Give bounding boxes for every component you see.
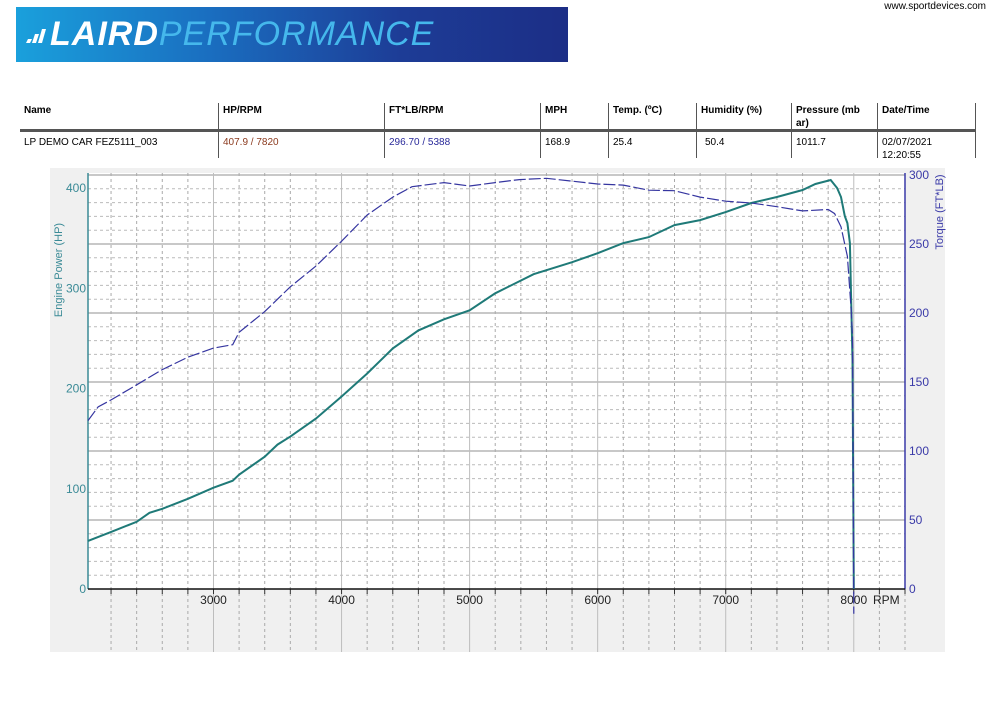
column-header: Temp. (ºC) [608, 103, 696, 129]
x-tick-label: 5000 [456, 593, 483, 607]
table-cell: LP DEMO CAR FEZ5111_003 [24, 137, 158, 148]
table-header-row: Name HP/RPM FT*LB/RPM MPH Temp. (ºC) Humidity… [20, 103, 976, 132]
column-header: MPH [540, 103, 608, 129]
column-header: Date/Time [877, 103, 976, 129]
y-right-tick-label: 300 [909, 168, 929, 182]
x-tick-label: 3000 [200, 593, 227, 607]
y-left-axis-label: Engine Power (HP) [53, 223, 65, 317]
signal-bars-icon [26, 29, 46, 43]
y-right-tick-label: 0 [909, 582, 916, 596]
table-cell: 02/07/2021 12:20:55 [877, 132, 976, 161]
y-left-tick-label: 300 [66, 281, 86, 295]
column-header: Name [24, 105, 52, 116]
y-left-tick-label: 200 [66, 382, 86, 396]
laird-performance-logo: LAIRDPERFORMANCE [16, 7, 568, 62]
column-header: Humidity (%) [696, 103, 791, 129]
y-right-tick-label: 50 [909, 513, 923, 527]
website-link[interactable]: www.sportdevices.com [884, 1, 986, 12]
power-curve [87, 178, 855, 590]
x-tick-label: 7000 [712, 593, 739, 607]
table-cell: 1011.7 [791, 132, 877, 158]
table-row: LP DEMO CAR FEZ5111_003 407.9 / 7820 296.7… [20, 132, 976, 161]
x-tick-label: 6000 [584, 593, 611, 607]
run-summary-table: Name HP/RPM FT*LB/RPM MPH Temp. (ºC) Humidity… [20, 103, 976, 161]
column-header: FT*LB/RPM [384, 103, 540, 129]
table-cell: 296.70 / 5388 [384, 132, 540, 158]
y-right-tick-label: 150 [909, 375, 929, 389]
logo-laird: LAIRD [50, 15, 159, 53]
y-left-tick-label: 100 [66, 482, 86, 496]
column-header: Pressure (mb ar) [791, 103, 877, 129]
y-left-tick-label: 0 [79, 582, 86, 596]
column-header: HP/RPM [218, 103, 384, 129]
x-tick-label: 4000 [328, 593, 355, 607]
y-right-tick-label: 200 [909, 306, 929, 320]
y-right-tick-label: 100 [909, 444, 929, 458]
table-cell: 168.9 [540, 132, 608, 158]
table-cell: 407.9 / 7820 [218, 132, 384, 158]
y-left-tick-label: 400 [66, 181, 86, 195]
x-axis-label: RPM [873, 593, 900, 607]
y-right-axis-label: Torque (FT*LB) [934, 174, 946, 249]
y-right-tick-label: 250 [909, 237, 929, 251]
table-cell: 50.4 [696, 132, 791, 158]
table-cell: 25.4 [608, 132, 696, 158]
logo-performance: PERFORMANCE [158, 15, 435, 53]
torque-curve [87, 177, 855, 614]
